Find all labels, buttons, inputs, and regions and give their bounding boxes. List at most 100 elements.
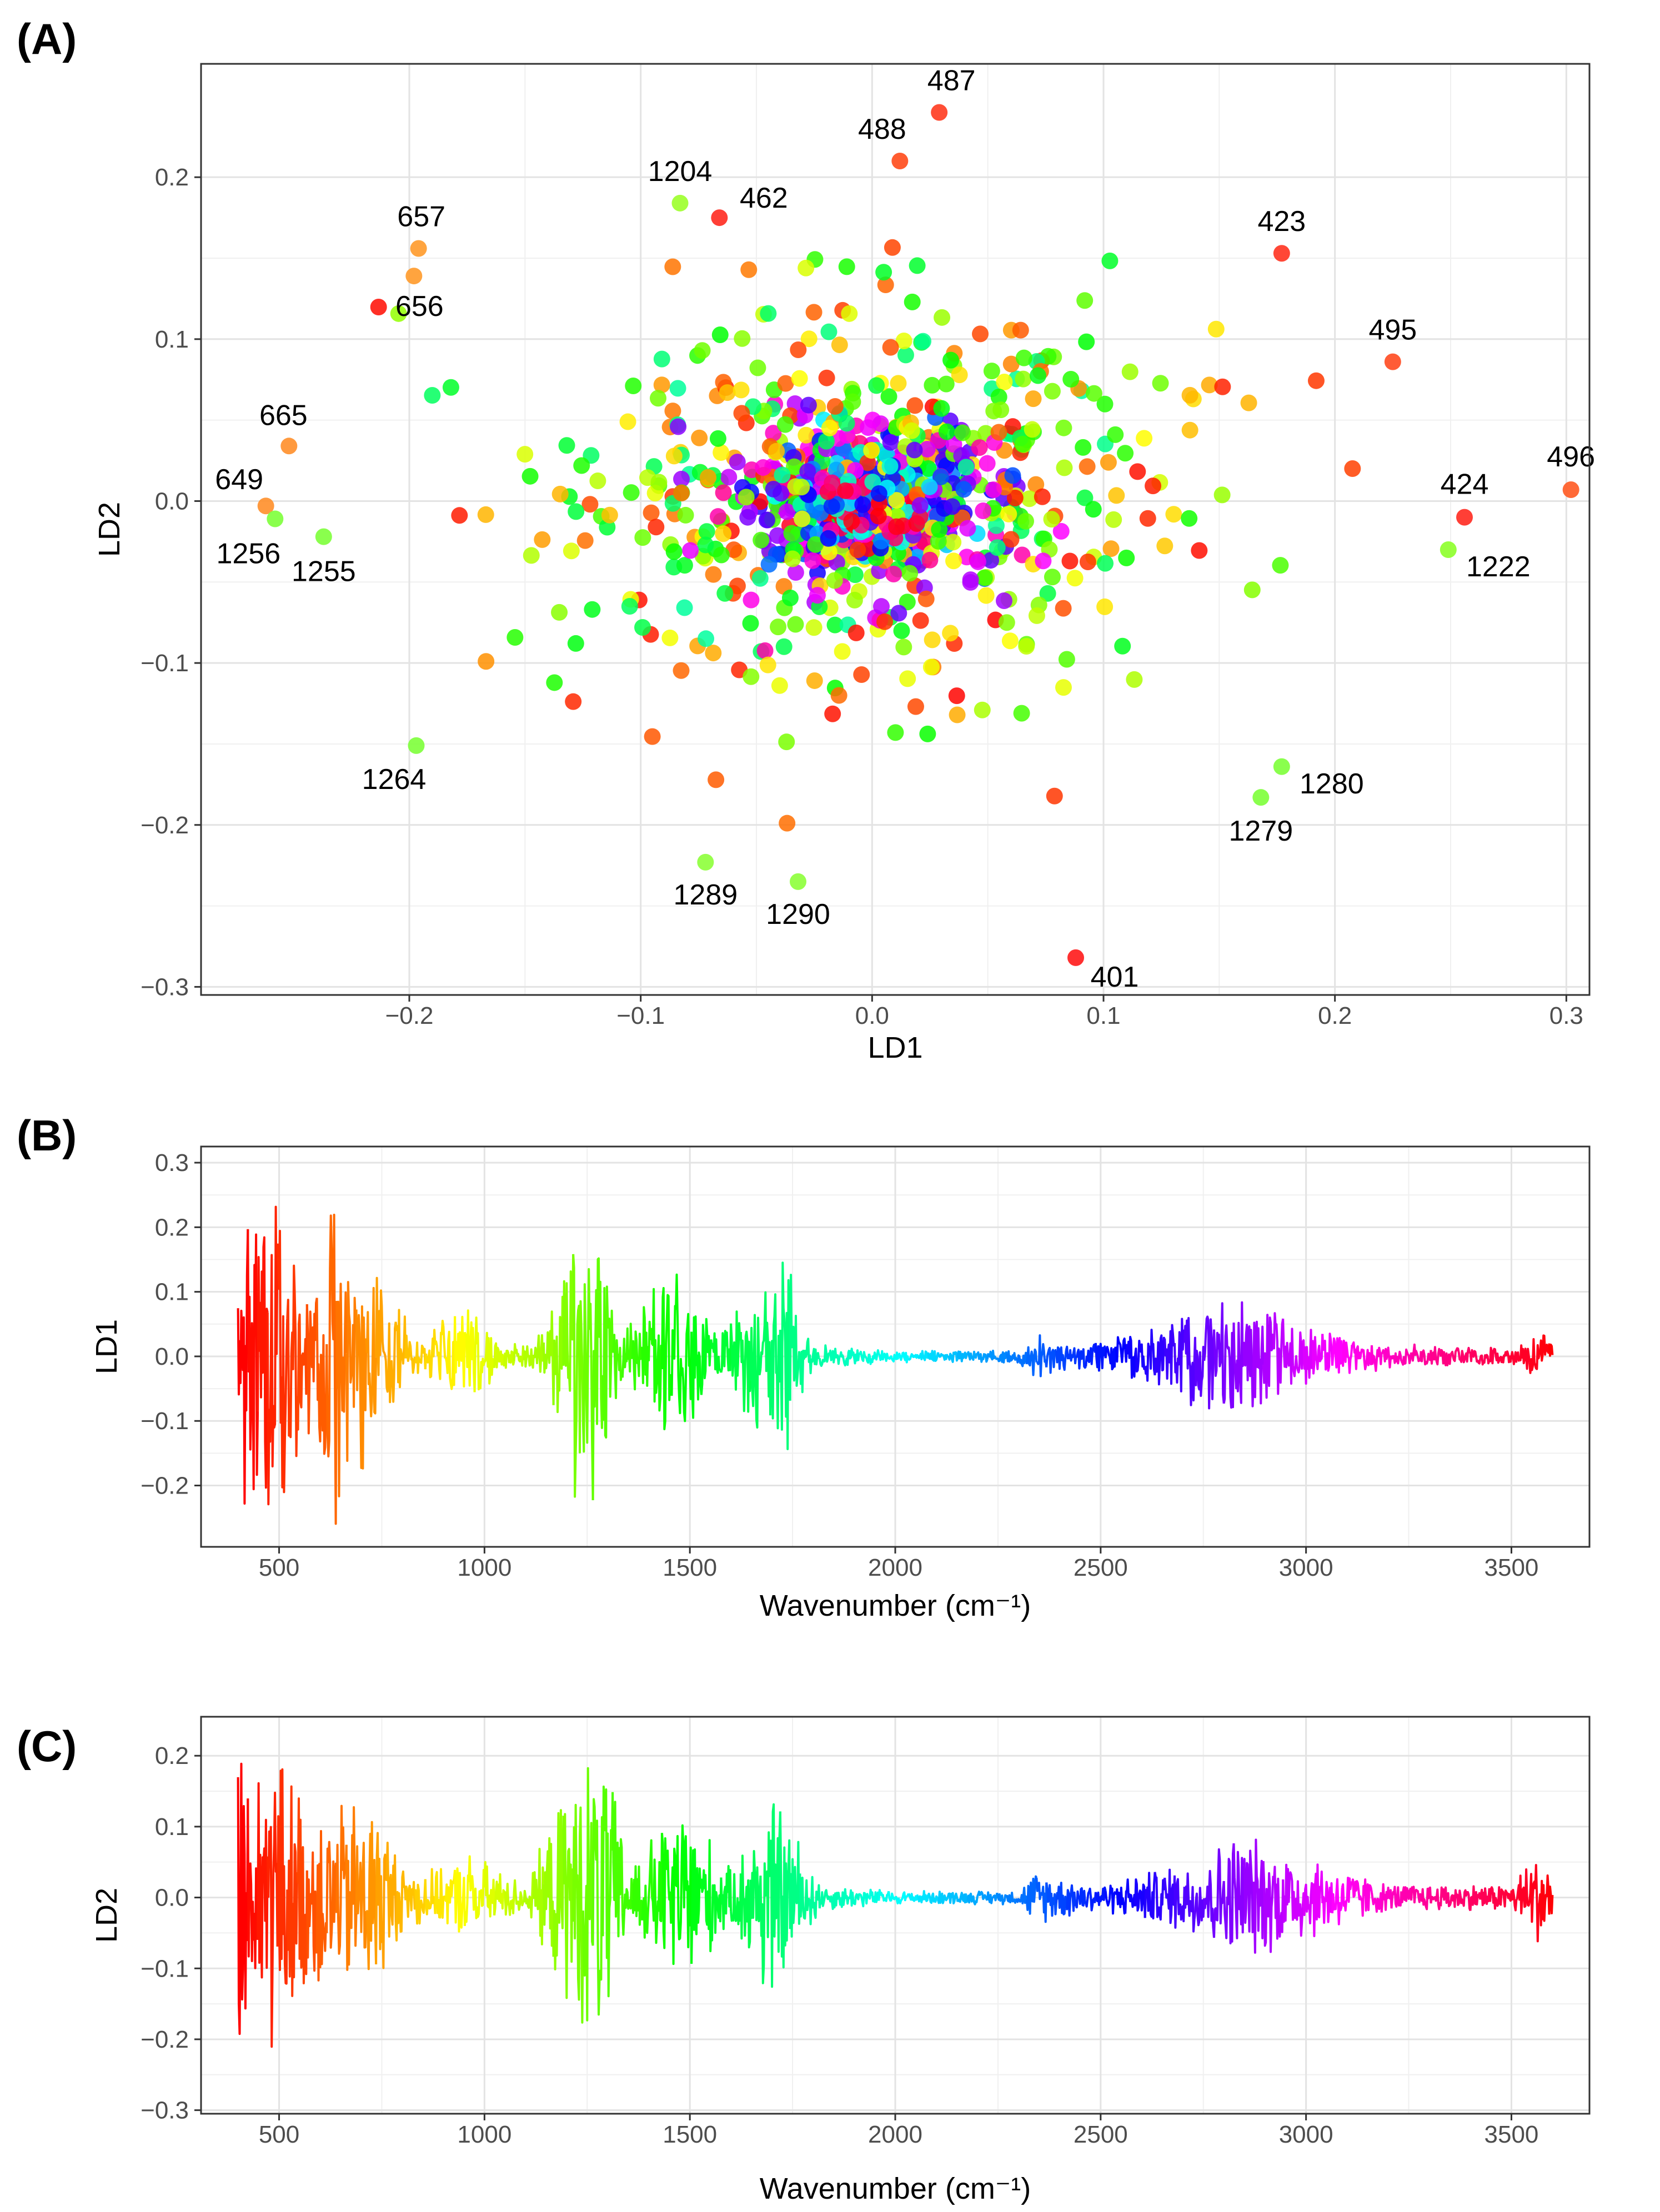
- y-tick-label: −0.2: [141, 2026, 189, 2053]
- scatter-point: [911, 497, 929, 514]
- scatter-point: [1156, 537, 1173, 555]
- spectrum-segment: [1213, 1302, 1225, 1404]
- spectrum-segment: [1361, 1345, 1373, 1370]
- scatter-point: [1078, 333, 1095, 350]
- scatter-point: [945, 534, 962, 551]
- scatter-point: [870, 485, 887, 502]
- scatter-point: [551, 485, 569, 502]
- x-axis-title: LD1: [867, 1031, 922, 1064]
- spectrum-segment: [483, 1861, 496, 1918]
- spectrum-segment: [1045, 1882, 1057, 1917]
- spectrum-segment: [1509, 1884, 1521, 1912]
- point-label: 487: [927, 64, 976, 97]
- spectrum-segment: [404, 1334, 417, 1374]
- spectrum-segment: [917, 1890, 930, 1904]
- scatter-point: [985, 481, 1002, 499]
- spectrum-segment: [1055, 1346, 1067, 1371]
- scatter-point: [805, 619, 823, 636]
- spectrum-segment: [1272, 1312, 1285, 1395]
- spectrum-segment: [867, 1888, 880, 1903]
- spectrum-segment: [1380, 1883, 1393, 1913]
- scatter-point: [826, 616, 844, 634]
- scatter-point: [989, 539, 1006, 556]
- spectrum-segment: [1222, 1843, 1235, 1944]
- spectrum-segment: [424, 1868, 437, 1916]
- spectrum-segment: [1036, 1334, 1048, 1378]
- scatter-point: [828, 461, 845, 479]
- spectrum-segment: [1321, 1881, 1333, 1924]
- spectrum-segment: [237, 1229, 249, 1505]
- scatter-point: [1136, 430, 1153, 447]
- spectrum-segment: [1361, 1878, 1373, 1917]
- spectrum-segment: [1193, 1887, 1206, 1927]
- scatter-point: [800, 330, 818, 348]
- spectrum-segment: [463, 1309, 476, 1392]
- spectrum-segment: [1469, 1885, 1482, 1911]
- spectrum-segment: [1519, 1344, 1531, 1370]
- scatter-point: [534, 531, 551, 548]
- point-label: 657: [397, 200, 445, 233]
- spectrum-segment: [739, 1330, 752, 1413]
- scatter-point: [673, 662, 690, 679]
- spectrum-segment: [1400, 1886, 1412, 1903]
- scatter-point: [996, 374, 1013, 391]
- y-tick-label: 0.2: [155, 1742, 189, 1769]
- scatter-point: [779, 503, 796, 520]
- spectrum-segment: [286, 1785, 299, 1997]
- spectrum-segment: [444, 1869, 457, 1924]
- scatter-point: [937, 375, 955, 393]
- scatter-point: [793, 479, 810, 496]
- y-tick-label: 0.1: [155, 326, 189, 353]
- spectrum-segment: [1124, 1336, 1136, 1379]
- spectrum-segment: [335, 1283, 348, 1497]
- scatter-point: [824, 705, 841, 722]
- spectrum-segment: [1222, 1323, 1235, 1409]
- scatter-point: [390, 305, 407, 322]
- scatter-point: [664, 258, 681, 275]
- spectrum-segment: [1025, 1346, 1038, 1376]
- scatter-point: [1096, 598, 1114, 615]
- scatter-point: [786, 458, 803, 475]
- spectrum-segment: [759, 1291, 772, 1416]
- spectrum-segment: [690, 1848, 703, 1964]
- spectrum-segment: [365, 1286, 378, 1417]
- scatter-point: [755, 459, 772, 476]
- scatter-point: [661, 629, 679, 646]
- scatter-point: [1012, 321, 1029, 339]
- scatter-point: [893, 622, 910, 640]
- scatter-point: [698, 523, 715, 540]
- scatter-point: [837, 482, 854, 499]
- scatter-point: [974, 701, 991, 718]
- spectrum-segment: [1085, 1343, 1097, 1367]
- spectrum-segment: [611, 1792, 624, 1938]
- labeled-point: [257, 497, 274, 515]
- scatter-point: [932, 468, 949, 485]
- spectrum-segment: [1400, 1348, 1412, 1366]
- spectrum-segment: [1075, 1348, 1087, 1370]
- spectrum-segment: [966, 1350, 978, 1361]
- spectrum-segment: [1311, 1863, 1324, 1937]
- spectrum-segment: [1341, 1339, 1353, 1374]
- scatter-point: [1344, 460, 1361, 477]
- scatter-point: [1121, 363, 1139, 380]
- plot-border: [200, 63, 1591, 996]
- spectrum-segment: [601, 1285, 614, 1439]
- scatter-point: [1097, 555, 1114, 572]
- spectrum-segment: [1459, 1346, 1471, 1364]
- x-tick-label: 2000: [868, 2121, 922, 2148]
- spectrum-segment: [1025, 1875, 1038, 1915]
- point-label: 1255: [292, 556, 356, 588]
- spectrum-segment: [749, 1314, 762, 1429]
- labeled-point: [891, 152, 909, 169]
- scatter-point: [846, 591, 863, 609]
- scatter-point: [749, 359, 766, 376]
- scatter-point: [924, 631, 941, 648]
- scatter-point: [955, 481, 972, 498]
- scatter-point: [983, 363, 1000, 380]
- scatter-point: [778, 733, 795, 751]
- scatter-point: [713, 444, 730, 461]
- spectrum-segment: [947, 1351, 959, 1363]
- scatter-point: [809, 587, 826, 604]
- point-label: 665: [259, 399, 308, 431]
- spectrum-segment: [1450, 1889, 1462, 1908]
